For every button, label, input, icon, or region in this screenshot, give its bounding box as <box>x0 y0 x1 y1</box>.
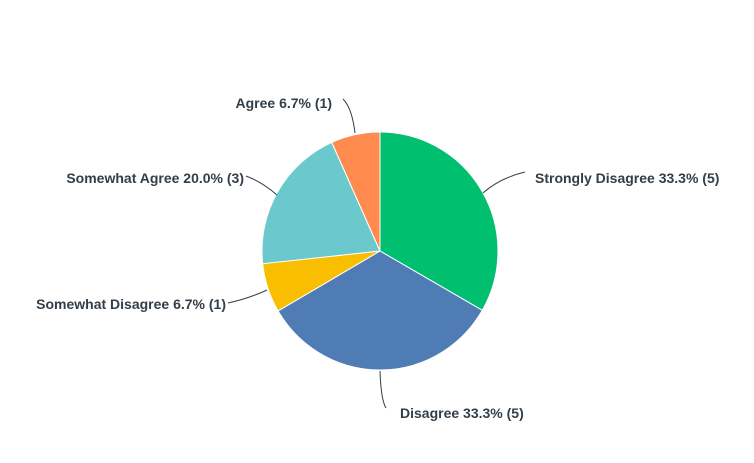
pie-slice-disagree[interactable] <box>277 250 483 371</box>
leader-line-somewhat-disagree <box>227 289 268 304</box>
label-somewhat-disagree: Somewhat Disagree 6.7% (1) <box>36 296 226 312</box>
leader-line-disagree <box>379 370 387 409</box>
leader-lines <box>227 98 526 409</box>
leader-line-agree <box>342 98 356 134</box>
label-disagree: Disagree 33.3% (5) <box>400 405 524 421</box>
label-somewhat-agree: Somewhat Agree 20.0% (3) <box>66 170 244 186</box>
label-agree: Agree 6.7% (1) <box>236 95 332 111</box>
pie-slice-strongly-disagree[interactable] <box>379 131 499 311</box>
label-strongly-disagree: Strongly Disagree 33.3% (5) <box>535 170 719 186</box>
slice-labels: Strongly Disagree 33.3% (5) Disagree 33.… <box>36 95 719 421</box>
leader-line-strongly-disagree <box>482 171 526 194</box>
pie-slice-agree[interactable] <box>331 131 381 252</box>
pie-slice-somewhat-agree[interactable] <box>261 141 381 265</box>
leader-line-somewhat-agree <box>245 175 278 196</box>
pie-slices <box>261 131 499 371</box>
